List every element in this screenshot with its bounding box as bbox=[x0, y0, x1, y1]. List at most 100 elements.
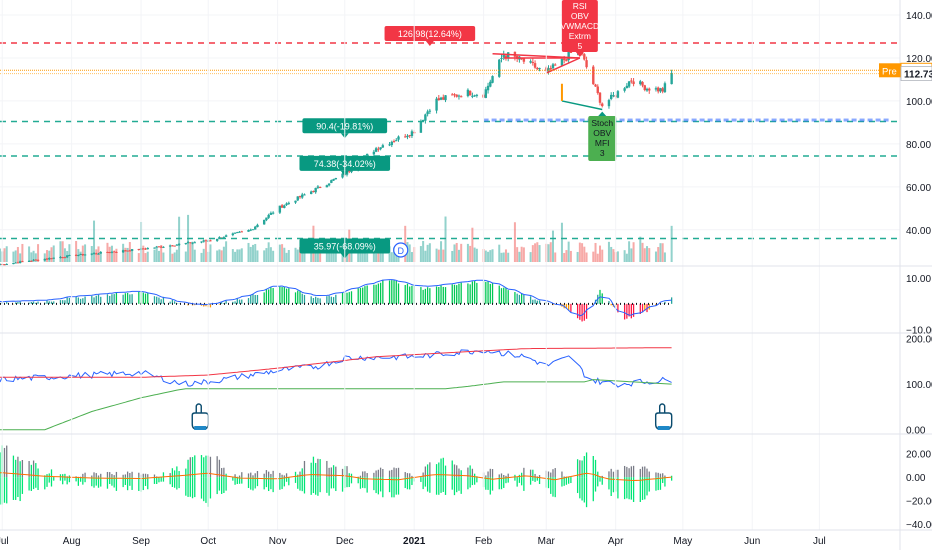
candle-body bbox=[106, 251, 109, 253]
time-axis[interactable]: Jul Aug Sep Oct Nov Dec 2021 Feb Mar Apr May Jun Jul bbox=[0, 0, 826, 547]
price-panel[interactable]: 126.98(12.64%)90.4(-19.81%)74.38(-34.02%… bbox=[0, 0, 900, 266]
volume-bar bbox=[142, 245, 145, 262]
level-price-label: 126.98(12.64%) bbox=[384, 25, 476, 46]
candle-body bbox=[249, 229, 252, 231]
projection-mark bbox=[715, 118, 721, 122]
candle-body bbox=[278, 205, 282, 213]
candle-body bbox=[424, 114, 427, 121]
candle-body bbox=[162, 246, 165, 248]
candle-body bbox=[144, 248, 147, 250]
projection-mark bbox=[491, 118, 497, 122]
candle-body bbox=[538, 67, 541, 69]
oscillator-panel-2[interactable] bbox=[0, 347, 673, 431]
volume-bar bbox=[200, 252, 203, 262]
candle-body bbox=[191, 242, 194, 244]
candle-body bbox=[99, 251, 102, 254]
candle-body bbox=[186, 242, 190, 244]
volume-bar bbox=[466, 243, 469, 262]
candle-body bbox=[231, 233, 235, 236]
candle-body bbox=[554, 64, 557, 66]
last-price-value: 112.73 bbox=[904, 70, 932, 81]
volume-bar bbox=[471, 227, 474, 262]
volume-bar bbox=[585, 252, 588, 262]
projection-mark bbox=[779, 118, 785, 122]
volume-bar bbox=[184, 251, 187, 262]
volume-bar bbox=[410, 252, 413, 262]
candle-body bbox=[531, 61, 535, 63]
volume-bar bbox=[599, 245, 601, 262]
volume-bar bbox=[623, 250, 626, 262]
projection-mark bbox=[803, 118, 809, 122]
volume-bar bbox=[299, 247, 301, 262]
volume-bar bbox=[563, 252, 566, 262]
volume-bar bbox=[32, 250, 35, 262]
candle-body bbox=[63, 257, 67, 259]
candle-body bbox=[79, 253, 82, 255]
projection-mark bbox=[635, 118, 641, 122]
volume-bar bbox=[265, 248, 268, 262]
candle-body bbox=[421, 119, 425, 122]
time-axis-label: Nov bbox=[269, 536, 287, 547]
volume-bar bbox=[632, 242, 635, 262]
volume-bar bbox=[444, 216, 447, 262]
volume-bar bbox=[108, 246, 111, 262]
oscillator-panel-3[interactable] bbox=[0, 445, 673, 508]
candle-body bbox=[215, 238, 219, 241]
candle-body bbox=[630, 80, 633, 82]
osc2-line bbox=[0, 379, 672, 431]
candle-body bbox=[536, 68, 539, 70]
candle-body bbox=[609, 94, 613, 100]
candle-body bbox=[303, 194, 306, 196]
candle-body bbox=[661, 88, 664, 92]
projection-mark bbox=[835, 118, 841, 122]
volume-bar bbox=[388, 246, 391, 262]
divergence-line bbox=[545, 57, 581, 74]
volume-bar bbox=[218, 249, 221, 262]
candle-body bbox=[262, 219, 266, 225]
candle-body bbox=[408, 135, 411, 137]
candle-body bbox=[598, 92, 602, 103]
volume-bar bbox=[440, 241, 443, 262]
candle-body bbox=[254, 226, 257, 230]
candle-body bbox=[330, 180, 333, 183]
candle-body bbox=[296, 196, 299, 201]
projection-mark bbox=[619, 118, 625, 122]
candle-body bbox=[475, 94, 479, 96]
volume-bar bbox=[560, 222, 563, 262]
volume-bar bbox=[283, 247, 286, 262]
candle-body bbox=[455, 94, 458, 97]
volume-bar bbox=[350, 250, 353, 262]
candle-body bbox=[325, 185, 329, 188]
projection-mark bbox=[859, 118, 865, 122]
projection-mark bbox=[699, 118, 705, 122]
time-axis-label: Mar bbox=[538, 536, 556, 547]
volume-bar bbox=[435, 248, 438, 262]
volume-bar bbox=[146, 251, 149, 262]
volume-bar bbox=[428, 243, 431, 262]
volume-bar bbox=[596, 253, 599, 262]
volume-bar bbox=[153, 249, 156, 262]
volume-bar bbox=[330, 251, 333, 262]
candle-body bbox=[110, 251, 114, 253]
volume-bar bbox=[37, 244, 40, 262]
candle-body bbox=[209, 240, 212, 242]
candle-body bbox=[251, 229, 255, 231]
oscillator-panel-1[interactable] bbox=[0, 279, 673, 322]
volume-bar bbox=[193, 249, 196, 262]
candle-body bbox=[560, 58, 564, 66]
candle-body bbox=[77, 255, 80, 257]
candle-body bbox=[108, 252, 111, 254]
candle-body bbox=[301, 194, 304, 198]
candle-body bbox=[314, 187, 317, 193]
candle-body bbox=[204, 240, 208, 242]
candle-body bbox=[126, 250, 129, 252]
dividend-letter: D bbox=[397, 246, 404, 256]
volume-bar bbox=[251, 244, 254, 262]
volume-bar bbox=[236, 249, 239, 262]
projection-mark bbox=[811, 118, 817, 122]
osc2-line bbox=[0, 347, 672, 378]
candle-body bbox=[453, 94, 456, 96]
candle-body bbox=[504, 55, 508, 58]
